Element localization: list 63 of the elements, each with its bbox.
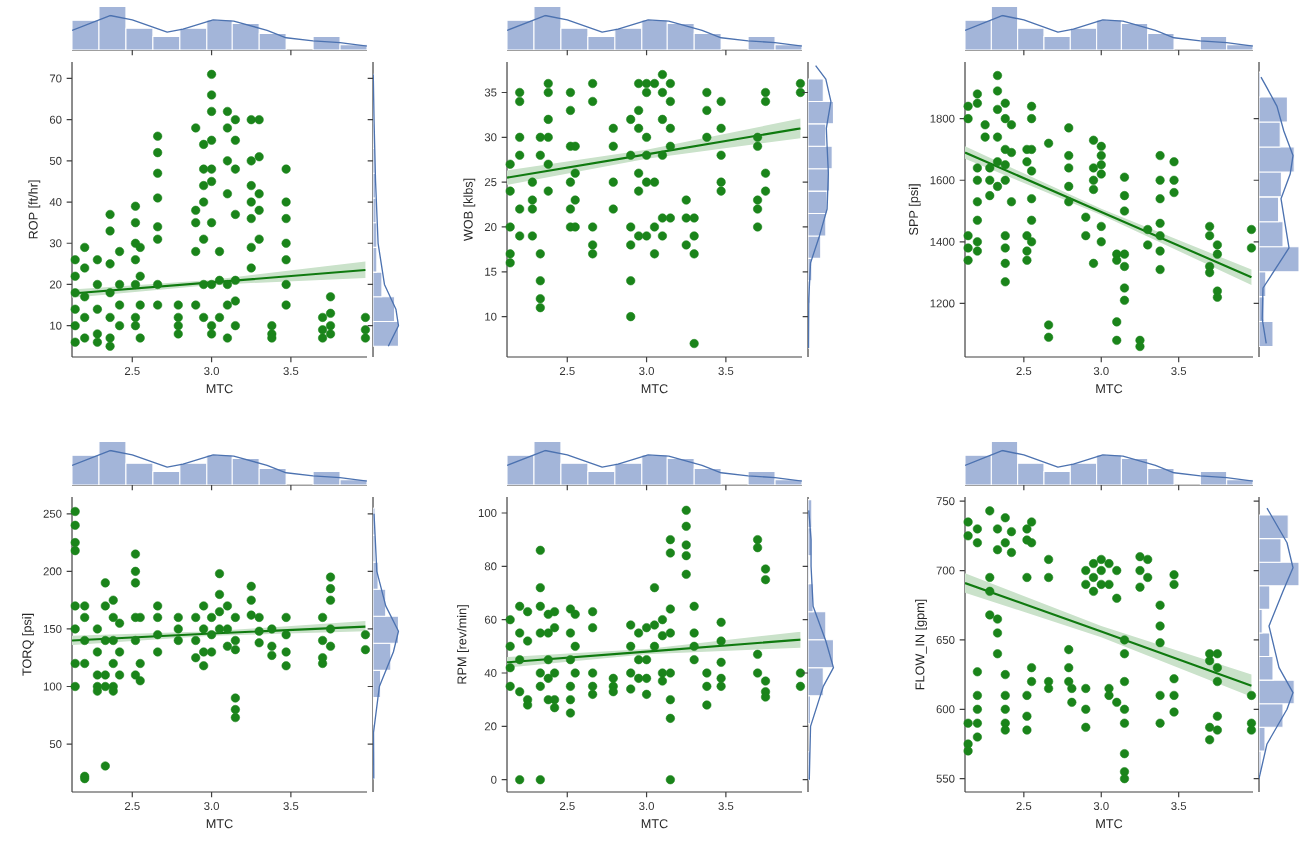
y-tick-label: 30: [49, 239, 62, 248]
x-tick-label: 3.5: [718, 802, 734, 811]
y-tick-label: 60: [49, 115, 62, 124]
x-axis-title: MTC: [1096, 819, 1123, 829]
y-tick-label: 250: [43, 509, 62, 518]
x-tick-label: 3.5: [1171, 802, 1187, 811]
x-tick-label: 2.5: [559, 367, 575, 376]
y-tick-label: 20: [484, 722, 497, 731]
y-tick-label: 40: [484, 669, 497, 678]
y-axis-title: SPP [psi]: [908, 184, 921, 235]
y-tick-label: 650: [936, 635, 955, 644]
x-tick-label: 3.5: [283, 802, 299, 811]
y-tick-label: 600: [936, 705, 955, 714]
y-tick-label: 1400: [930, 237, 955, 246]
x-axis-title: MTC: [641, 819, 668, 829]
x-tick-label: 2.5: [559, 802, 575, 811]
y-tick-label: 20: [484, 222, 497, 231]
x-tick-label: 3.0: [204, 802, 220, 811]
y-tick-label: 80: [484, 562, 497, 571]
y-tick-label: 200: [43, 567, 62, 576]
x-tick-label: 2.5: [124, 802, 140, 811]
y-tick-label: 60: [484, 615, 497, 624]
y-axis-title: WOB [klbs]: [463, 178, 476, 242]
y-axis-title: TORQ [psi]: [22, 613, 34, 676]
x-tick-label: 3.5: [1171, 367, 1187, 376]
x-axis-title: MTC: [1096, 384, 1123, 394]
x-axis-title: MTC: [206, 384, 233, 394]
y-tick-label: 50: [49, 156, 62, 165]
y-tick-label: 100: [43, 682, 62, 691]
x-axis-title: MTC: [206, 819, 233, 829]
x-tick-label: 3.0: [1093, 367, 1109, 376]
y-axis-title: ROP [ft/hr]: [28, 180, 41, 239]
y-axis-title: FLOW_IN [gpm]: [915, 599, 927, 690]
y-tick-label: 15: [485, 267, 497, 276]
x-tick-label: 2.5: [124, 367, 140, 376]
y-tick-label: 10: [50, 321, 62, 330]
y-tick-label: 550: [936, 774, 955, 783]
y-tick-label: 50: [49, 740, 62, 749]
y-tick-label: 700: [936, 566, 955, 575]
x-tick-label: 3.0: [204, 367, 220, 376]
y-tick-label: 150: [43, 624, 62, 633]
y-tick-label: 20: [49, 280, 62, 289]
x-tick-label: 3.5: [283, 367, 299, 376]
x-tick-label: 2.5: [1016, 367, 1032, 376]
x-tick-label: 3.0: [1093, 802, 1109, 811]
y-axis-title: RPM [rev/min]: [457, 605, 469, 684]
x-tick-label: 3.5: [718, 367, 734, 376]
y-tick-label: 1600: [930, 176, 955, 185]
x-axis-title: MTC: [641, 384, 668, 394]
y-tick-label: 10: [485, 312, 497, 321]
x-tick-label: 2.5: [1016, 802, 1032, 811]
y-tick-label: 1200: [930, 299, 955, 308]
y-tick-label: 100: [478, 508, 497, 517]
x-tick-label: 3.0: [639, 802, 655, 811]
y-tick-label: 25: [484, 178, 497, 187]
y-tick-label: 1800: [930, 114, 955, 123]
y-tick-label: 40: [49, 198, 62, 207]
y-tick-label: 0: [491, 775, 497, 784]
y-tick-label: 750: [936, 497, 955, 506]
x-tick-label: 3.0: [639, 367, 655, 376]
y-tick-label: 30: [484, 133, 497, 142]
y-tick-label: 35: [484, 88, 497, 97]
y-tick-label: 70: [49, 74, 62, 83]
